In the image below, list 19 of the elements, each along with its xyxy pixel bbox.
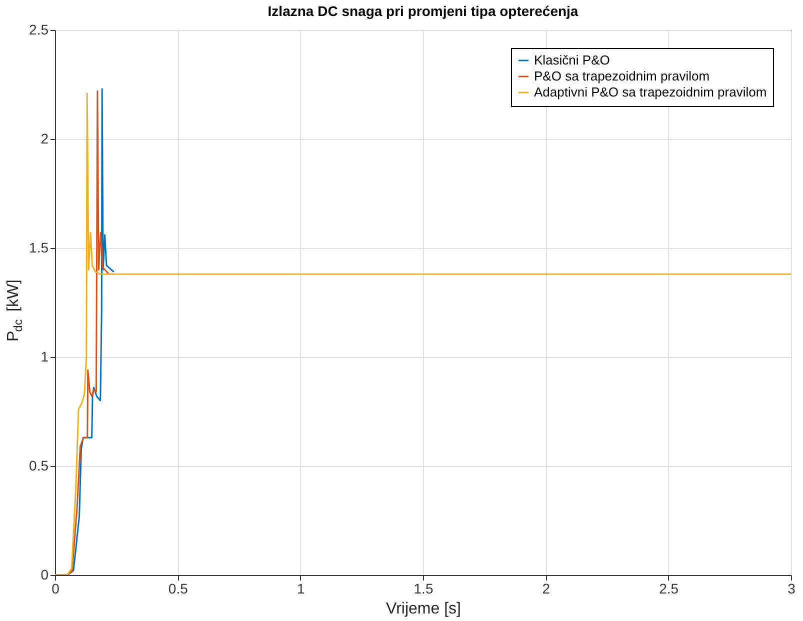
y-tick-label: 0.5 bbox=[29, 458, 49, 474]
legend-label: P&O sa trapezoidnim pravilom bbox=[534, 68, 710, 84]
legend-label: Klasični P&O bbox=[534, 52, 610, 68]
x-tick-label: 0 bbox=[52, 580, 60, 596]
legend-label: Adaptivni P&O sa trapezoidnim pravilom bbox=[534, 84, 767, 100]
y-tick-label: 2.5 bbox=[29, 22, 49, 38]
y-tick-label: 1 bbox=[40, 348, 49, 364]
y-tick-label: 0 bbox=[40, 566, 49, 582]
x-axis-title: Vrijeme [s] bbox=[386, 600, 461, 618]
x-tick-label: 3 bbox=[788, 580, 796, 596]
y-axis-title: Pdc [kW] bbox=[5, 280, 25, 342]
x-tick-label: 1.5 bbox=[414, 580, 434, 596]
y-tick-label: 1.5 bbox=[29, 240, 49, 256]
x-tick-label: 0.5 bbox=[168, 580, 188, 596]
x-tick-label: 1 bbox=[296, 580, 305, 596]
x-tick-label: 2 bbox=[542, 580, 550, 596]
y-tick-label: 2 bbox=[40, 130, 49, 146]
x-tick-label: 2.5 bbox=[659, 580, 679, 596]
chart-title: Izlazna DC snaga pri promjeni tipa opterećenja bbox=[268, 3, 578, 19]
